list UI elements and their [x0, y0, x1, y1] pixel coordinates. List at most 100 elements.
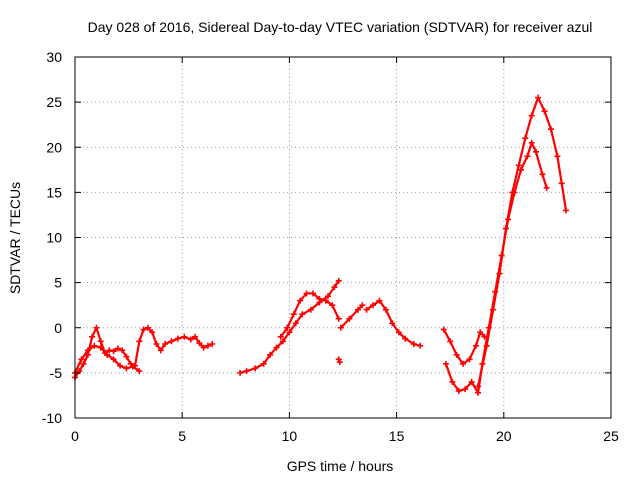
data-point	[149, 329, 156, 336]
data-point	[97, 338, 104, 345]
data-point	[483, 342, 490, 349]
data-point	[174, 335, 181, 342]
data-point	[114, 345, 121, 352]
data-point	[168, 338, 175, 345]
data-point	[389, 320, 396, 327]
data-point	[110, 348, 117, 355]
data-point	[129, 363, 136, 370]
series-line	[238, 279, 340, 374]
data-point	[187, 336, 194, 343]
data-point	[110, 356, 117, 363]
series-track-8	[440, 326, 488, 367]
data-point	[123, 365, 130, 372]
data-point	[144, 324, 151, 331]
series-track-2	[72, 342, 143, 376]
data-point	[475, 383, 482, 390]
data-point	[119, 347, 126, 354]
data-point	[528, 112, 535, 119]
data-point	[204, 342, 211, 349]
data-point	[279, 338, 286, 345]
data-point	[558, 180, 565, 187]
data-point	[442, 360, 449, 367]
data-point	[237, 369, 244, 376]
data-point	[535, 94, 542, 101]
data-point	[517, 166, 524, 173]
data-point	[284, 324, 291, 331]
data-point	[292, 320, 299, 327]
data-point	[267, 351, 274, 358]
data-point	[84, 347, 91, 354]
y-tick-label: 25	[46, 94, 62, 110]
data-point	[123, 353, 130, 360]
data-point	[532, 148, 539, 155]
data-point	[468, 378, 475, 385]
data-point	[91, 342, 98, 349]
data-point	[502, 225, 509, 232]
data-point	[509, 189, 516, 196]
data-point	[80, 360, 87, 367]
data-point	[562, 207, 569, 214]
data-point	[539, 171, 546, 178]
y-tick-label: 5	[54, 275, 62, 291]
y-tick-label: 0	[54, 320, 62, 336]
series-track-7	[363, 297, 424, 349]
data-point	[472, 342, 479, 349]
series-line	[73, 326, 214, 379]
data-point	[329, 302, 336, 309]
x-tick-label: 15	[389, 428, 405, 444]
chart-title: Day 028 of 2016, Sidereal Day-to-day VTE…	[88, 19, 593, 35]
grid	[75, 57, 611, 418]
data-point	[93, 324, 100, 331]
series-track-5	[335, 356, 343, 366]
data-point	[277, 333, 284, 340]
data-point	[460, 360, 467, 367]
series-line	[442, 328, 486, 365]
data-point	[337, 324, 344, 331]
data-point	[417, 342, 424, 349]
data-point	[309, 290, 316, 297]
y-tick-label: 30	[46, 49, 62, 65]
data-point	[382, 306, 389, 313]
data-point	[335, 315, 342, 322]
data-point	[290, 311, 297, 318]
data-point	[89, 333, 96, 340]
data-point	[106, 347, 113, 354]
data-point	[97, 344, 104, 351]
ticks	[74, 56, 612, 419]
data-point	[78, 356, 85, 363]
data-point	[303, 290, 310, 297]
data-point	[209, 340, 216, 347]
data-point	[440, 326, 447, 333]
y-tick-labels: -10 -5 0 5 10 15 20 25 30	[42, 49, 62, 426]
data-point	[547, 126, 554, 133]
data-point	[104, 351, 111, 358]
data-point	[515, 162, 522, 169]
data-point	[324, 293, 331, 300]
data-point	[449, 378, 456, 385]
data-point	[395, 329, 402, 336]
data-point	[410, 340, 417, 347]
data-point	[359, 302, 366, 309]
data-point	[336, 359, 343, 366]
data-point	[543, 184, 550, 191]
data-point	[475, 389, 482, 396]
series-track-4	[277, 290, 342, 340]
y-tick-label: 10	[46, 230, 62, 246]
data-point	[299, 311, 306, 318]
data-point	[136, 368, 143, 375]
data-point	[453, 351, 460, 358]
data-point	[490, 306, 497, 313]
data-point	[153, 340, 160, 347]
data-point	[260, 360, 267, 367]
x-tick-label: 10	[282, 428, 298, 444]
y-tick-label: 15	[46, 184, 62, 200]
series-line	[279, 292, 340, 338]
data-point	[140, 326, 147, 333]
data-point	[136, 338, 143, 345]
data-point	[192, 333, 199, 340]
data-point	[297, 297, 304, 304]
data-point	[335, 277, 342, 284]
data-point	[346, 315, 353, 322]
x-tick-label: 20	[496, 428, 512, 444]
